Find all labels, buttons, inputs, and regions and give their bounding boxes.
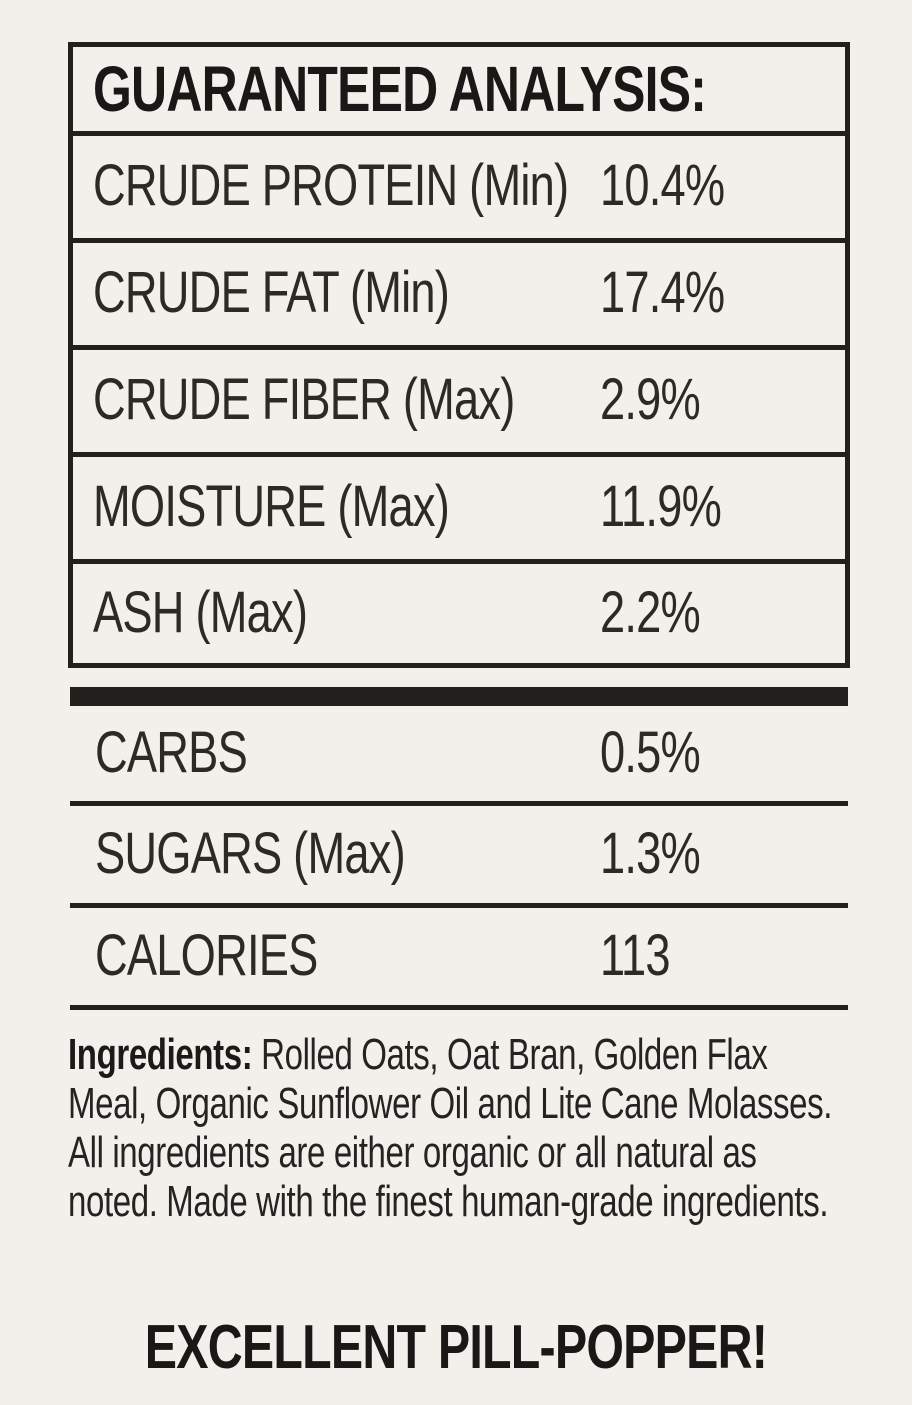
guaranteed-analysis-table: GUARANTEED ANALYSIS: CRUDE PROTEIN (Min)… xyxy=(68,42,850,668)
ingredients-label: Ingredients: xyxy=(68,1030,253,1079)
row-label: CARBS xyxy=(95,719,248,785)
table-title: GUARANTEED ANALYSIS: xyxy=(93,53,707,125)
table-row: CRUDE FIBER (Max) 2.9% xyxy=(73,350,845,457)
row-label: ASH (Max) xyxy=(93,579,308,645)
row-label: CRUDE FAT (Min) xyxy=(93,260,450,326)
table-row: ASH (Max) 2.2% xyxy=(73,564,845,663)
row-value: 11.9% xyxy=(600,474,722,540)
row-label: CRUDE FIBER (Max) xyxy=(93,367,515,433)
table-row: CARBS 0.5% xyxy=(70,706,848,806)
table-row: SUGARS (Max) 1.3% xyxy=(70,806,848,908)
row-label: CRUDE PROTEIN (Min) xyxy=(93,153,569,219)
row-value: 0.5% xyxy=(600,719,701,785)
row-value: 17.4% xyxy=(600,260,725,326)
row-value: 113 xyxy=(600,922,671,988)
supplemental-table: CARBS 0.5% SUGARS (Max) 1.3% CALORIES 11… xyxy=(70,706,848,1010)
row-value: 2.2% xyxy=(600,579,701,645)
row-label: MOISTURE (Max) xyxy=(93,474,450,540)
ingredients-paragraph: Ingredients: Rolled Oats, Oat Bran, Gold… xyxy=(68,1030,850,1226)
footer-tagline-text: EXCELLENT PILL-POPPER! xyxy=(144,1313,768,1382)
row-value: 10.4% xyxy=(600,153,725,219)
table-header-row: GUARANTEED ANALYSIS: xyxy=(73,47,845,136)
table-row: CRUDE FAT (Min) 17.4% xyxy=(73,243,845,350)
table-row: CALORIES 113 xyxy=(70,908,848,1010)
row-value: 1.3% xyxy=(600,820,701,886)
row-label: SUGARS (Max) xyxy=(95,820,406,886)
footer-tagline: EXCELLENT PILL-POPPER! xyxy=(0,1312,912,1383)
section-divider-bar xyxy=(70,687,848,706)
row-label: CALORIES xyxy=(95,922,318,988)
table-row: CRUDE PROTEIN (Min) 10.4% xyxy=(73,136,845,243)
ingredients-text: Rolled Oats, Oat Bran, Golden Flax Meal,… xyxy=(68,1030,833,1226)
table-row: MOISTURE (Max) 11.9% xyxy=(73,457,845,564)
row-value: 2.9% xyxy=(600,367,701,433)
